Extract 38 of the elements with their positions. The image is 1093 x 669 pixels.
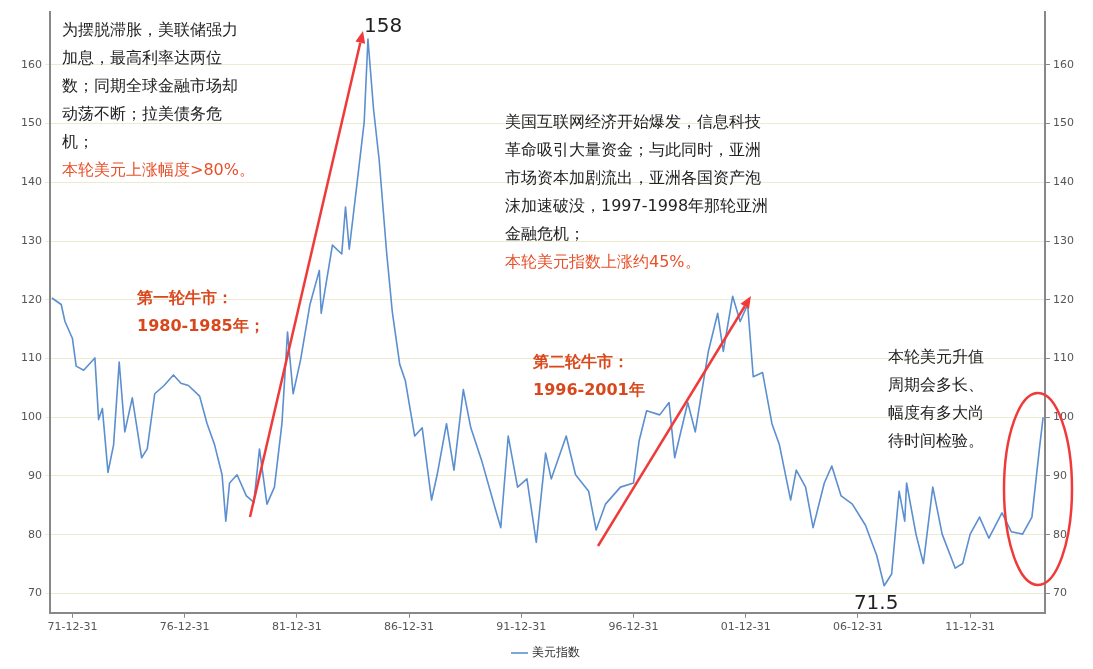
y-tick-label: 110 — [21, 351, 42, 365]
annotation: 本轮美元指数上涨约45%。 — [505, 251, 701, 273]
y-tick-label: 160 — [21, 57, 42, 71]
x-tick-label: 96-12-31 — [608, 620, 659, 634]
x-tick-label: 91-12-31 — [496, 620, 547, 634]
y2-tick-label: 110 — [1053, 351, 1074, 365]
annotation: 158 — [363, 13, 403, 38]
y2-tick-label: 150 — [1053, 116, 1074, 130]
y2-tick-label: 140 — [1053, 175, 1074, 189]
y2-tick-label: 160 — [1053, 57, 1074, 71]
y-tick-label: 120 — [21, 292, 42, 306]
legend-label: 美元指数 — [531, 645, 580, 660]
y-tick-label: 70 — [28, 586, 42, 600]
x-tick-label: 01-12-31 — [720, 620, 771, 634]
y-tick-label: 80 — [28, 527, 42, 541]
x-tick-label: 86-12-31 — [384, 620, 435, 634]
y-tick-label: 130 — [21, 233, 42, 247]
x-tick-label: 81-12-31 — [271, 620, 322, 634]
x-tick-label: 11-12-31 — [945, 620, 996, 634]
y2-tick-label: 90 — [1053, 468, 1067, 482]
annotation: 第一轮牛市： 1980-1985年； — [137, 287, 265, 337]
y2-tick-label: 120 — [1053, 292, 1074, 306]
y-tick-label: 100 — [21, 410, 42, 424]
annotation: 本轮美元上涨幅度>80%。 — [62, 159, 255, 181]
x-tick-label: 76-12-31 — [159, 620, 210, 634]
annotation: 第二轮牛市： 1996-2001年 — [533, 351, 645, 401]
y2-tick-label: 130 — [1053, 233, 1074, 247]
y-tick-label: 90 — [28, 468, 42, 482]
annotation: 为摆脱滞胀，美联储强力加息，最高利率达两位数；同期全球金融市场却动荡不断；拉美债务危机； — [62, 19, 239, 153]
annotation: 本轮美元升值周期会多长、幅度有多大尚待时间检验。 — [888, 346, 985, 452]
annotation: 美国互联网经济开始爆发，信息科技革命吸引大量资金；与此同时，亚洲市场资本加剧流出，亚洲各国资产泡沫加速破没，1997-1998年那轮亚洲金融危机； — [505, 111, 770, 245]
y-tick-label: 150 — [21, 116, 42, 130]
annotation: 71.5 — [853, 589, 899, 614]
y2-tick-label: 70 — [1053, 586, 1067, 600]
x-tick-label: 71-12-31 — [47, 620, 98, 634]
y2-tick-label: 80 — [1053, 527, 1067, 541]
x-tick-label: 06-12-31 — [832, 620, 883, 634]
y-tick-label: 140 — [21, 175, 42, 189]
